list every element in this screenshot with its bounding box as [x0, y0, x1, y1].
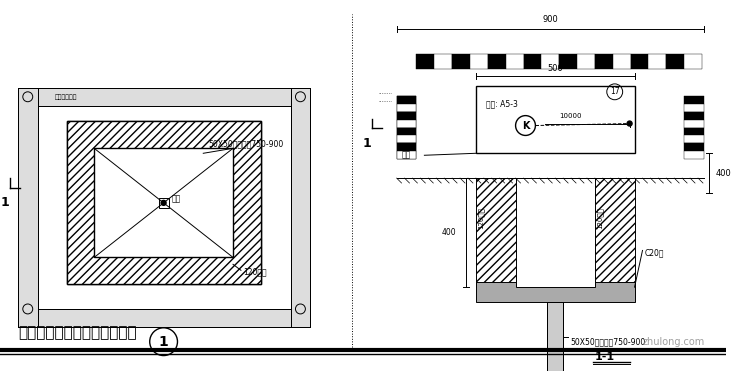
Text: 点号: A5-3: 点号: A5-3 — [486, 99, 518, 108]
Text: 900: 900 — [542, 15, 559, 24]
Bar — [434, 54, 452, 69]
Bar — [94, 148, 233, 257]
Bar — [684, 54, 702, 69]
Bar — [684, 143, 704, 151]
Text: 120砖墙: 120砖墙 — [478, 207, 485, 229]
Bar — [397, 135, 417, 143]
Bar — [506, 54, 523, 69]
Bar — [397, 143, 417, 151]
Bar — [18, 88, 37, 327]
Bar — [452, 54, 470, 69]
Bar — [397, 112, 417, 120]
Text: K: K — [522, 120, 529, 131]
Text: ........: ........ — [378, 98, 393, 103]
Bar — [595, 54, 613, 69]
Bar — [397, 128, 417, 135]
Bar — [18, 88, 310, 106]
Bar — [476, 282, 635, 302]
Bar — [18, 309, 310, 327]
Bar — [417, 54, 434, 69]
Bar — [684, 112, 704, 120]
Text: C20垫: C20垫 — [644, 248, 664, 257]
Bar — [523, 54, 542, 69]
Text: 120砖墙: 120砖墙 — [597, 207, 603, 229]
Bar — [67, 120, 261, 284]
Bar — [397, 112, 417, 120]
Bar — [159, 198, 168, 208]
Text: 1: 1 — [362, 137, 371, 150]
Bar — [397, 104, 417, 112]
Bar — [488, 54, 506, 69]
Bar — [595, 178, 635, 287]
Text: 50X50木桩长为750-900: 50X50木桩长为750-900 — [570, 337, 646, 346]
Text: 测量控制点埋设及标识示意图: 测量控制点埋设及标识示意图 — [18, 325, 136, 340]
Text: zhulong.com: zhulong.com — [643, 336, 706, 347]
Bar — [666, 54, 684, 69]
Bar — [548, 302, 563, 372]
Bar — [577, 54, 595, 69]
Bar — [291, 88, 310, 327]
Text: 17: 17 — [610, 87, 619, 96]
Text: 500: 500 — [548, 64, 563, 73]
Bar — [684, 135, 704, 143]
Bar — [397, 143, 417, 151]
Bar — [397, 151, 417, 159]
Text: 120砖墙: 120砖墙 — [243, 268, 266, 277]
Bar — [476, 178, 515, 287]
Bar — [559, 54, 577, 69]
Circle shape — [627, 121, 632, 126]
Bar — [515, 178, 595, 287]
Bar — [397, 135, 417, 143]
Bar — [397, 104, 417, 112]
Bar — [397, 96, 417, 104]
Text: 1: 1 — [159, 335, 168, 349]
Bar — [649, 54, 666, 69]
Bar — [397, 151, 417, 159]
Text: 400: 400 — [716, 169, 731, 178]
Bar — [548, 302, 563, 372]
Text: 10000: 10000 — [559, 113, 581, 119]
Text: ........: ........ — [378, 90, 393, 95]
Bar — [397, 120, 417, 128]
Bar — [684, 104, 704, 112]
Circle shape — [161, 200, 166, 206]
Bar — [470, 54, 488, 69]
Text: 1: 1 — [1, 196, 10, 209]
Bar — [18, 88, 37, 327]
Bar — [684, 120, 704, 128]
Bar — [476, 86, 635, 153]
Text: 1-1: 1-1 — [595, 351, 615, 361]
Bar — [67, 120, 261, 284]
Bar — [684, 151, 704, 159]
Text: 分桩: 分桩 — [402, 151, 411, 160]
Text: 50X50木桩长为750-900: 50X50木桩长为750-900 — [208, 140, 283, 148]
Text: 钢筋混凝土柱: 钢筋混凝土柱 — [54, 94, 77, 100]
Bar — [630, 54, 649, 69]
Bar — [397, 120, 417, 128]
Bar — [613, 54, 630, 69]
Bar — [684, 96, 704, 104]
Bar — [397, 96, 417, 104]
Bar — [397, 128, 417, 135]
Text: 分桩: 分桩 — [171, 194, 181, 203]
Bar — [18, 309, 310, 327]
Text: 400: 400 — [441, 228, 456, 237]
Bar — [18, 88, 310, 106]
Bar — [684, 128, 704, 135]
Bar — [542, 54, 559, 69]
Bar — [291, 88, 310, 327]
